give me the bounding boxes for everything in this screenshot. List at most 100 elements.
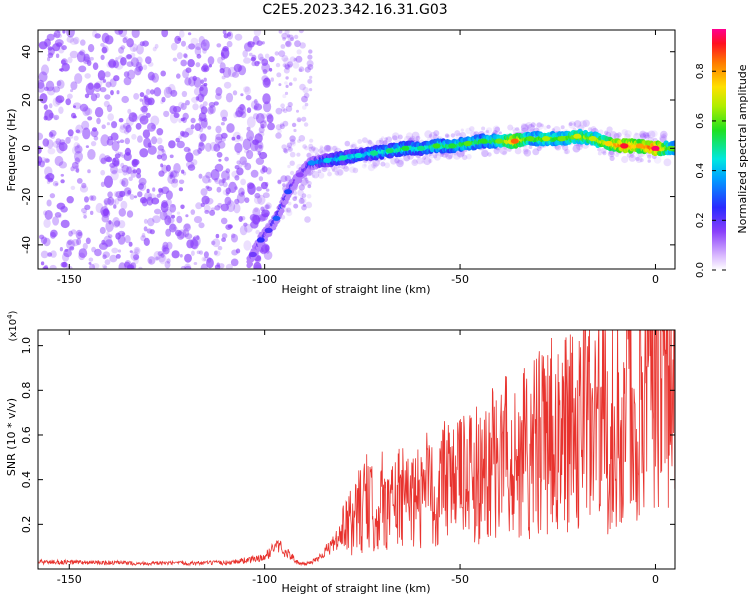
noise-blob xyxy=(93,135,99,141)
noise-blob xyxy=(71,239,80,247)
noise-blob xyxy=(134,248,140,253)
noise-blob xyxy=(176,52,183,60)
noise-blob xyxy=(203,67,207,71)
noise-blob xyxy=(280,44,286,49)
noise-blob xyxy=(80,39,86,46)
noise-blob xyxy=(248,52,253,57)
noise-blob xyxy=(297,118,302,123)
noise-blob xyxy=(214,205,221,211)
colorbar-gradient xyxy=(712,29,726,270)
noise-blob xyxy=(176,73,181,79)
noise-blob xyxy=(221,75,226,80)
noise-blob xyxy=(227,66,237,78)
noise-blob xyxy=(191,96,199,103)
noise-blob xyxy=(224,196,232,206)
halo-blob xyxy=(624,130,632,138)
noise-blob xyxy=(81,120,90,130)
noise-blob xyxy=(104,155,111,162)
noise-blob xyxy=(210,207,216,211)
x-tick-label: -100 xyxy=(252,573,277,586)
halo-blob xyxy=(523,146,529,153)
noise-blob xyxy=(234,33,243,41)
halo-blob xyxy=(540,123,544,128)
noise-blob xyxy=(50,133,55,139)
noise-blob xyxy=(207,106,214,115)
halo-blob xyxy=(334,170,340,176)
noise-blob xyxy=(58,214,62,219)
noise-blob xyxy=(118,30,123,35)
noise-blob xyxy=(107,113,114,121)
halo-blob xyxy=(607,150,615,158)
halo-blob xyxy=(613,133,620,139)
spectrogram-frame xyxy=(37,29,676,270)
noise-blob xyxy=(100,43,105,47)
noise-blob xyxy=(53,114,60,121)
halo-blob xyxy=(590,126,597,133)
noise-blob xyxy=(128,176,133,182)
noise-blob xyxy=(161,164,168,174)
halo-blob xyxy=(382,140,388,146)
noise-blob xyxy=(136,168,142,175)
noise-blob xyxy=(100,169,106,176)
halo-blob xyxy=(319,146,326,154)
noise-blob xyxy=(304,216,311,223)
ridge-point-18 xyxy=(495,138,504,144)
noise-blob xyxy=(258,176,264,182)
noise-blob xyxy=(302,144,307,149)
halo-blob xyxy=(371,162,378,169)
noise-blob xyxy=(243,42,253,52)
halo-blob xyxy=(494,126,501,133)
halo-blob xyxy=(379,137,384,142)
noise-blob xyxy=(213,143,221,152)
noise-blob xyxy=(160,70,166,77)
halo-blob xyxy=(647,134,651,138)
noise-blob xyxy=(133,195,138,199)
noise-blob xyxy=(222,66,232,78)
noise-blob xyxy=(306,194,312,199)
noise-blob xyxy=(231,249,239,256)
noise-blob xyxy=(254,60,260,67)
noise-blob xyxy=(240,178,247,186)
noise-blob xyxy=(260,181,268,190)
noise-blob xyxy=(291,122,297,128)
noise-blob xyxy=(198,142,205,151)
noise-blob xyxy=(82,106,91,117)
noise-blob xyxy=(244,197,250,204)
noise-blob xyxy=(279,122,285,127)
halo-blob xyxy=(397,134,403,140)
halo-blob xyxy=(630,154,634,158)
snr-series-line xyxy=(38,330,675,567)
noise-blob xyxy=(107,136,113,141)
noise-blob xyxy=(262,77,271,88)
noise-blob xyxy=(114,153,121,159)
noise-blob xyxy=(220,54,226,61)
noise-blob xyxy=(288,34,294,40)
noise-blob xyxy=(104,203,108,208)
noise-blob xyxy=(104,71,111,78)
noise-blob xyxy=(258,126,265,134)
noise-blob xyxy=(298,184,305,191)
noise-blob xyxy=(294,195,298,199)
halo-blob xyxy=(382,140,388,146)
noise-blob xyxy=(297,139,301,144)
halo-blob xyxy=(564,148,570,155)
noise-blob xyxy=(289,160,295,166)
noise-blob xyxy=(220,217,228,225)
noise-blob xyxy=(222,181,228,188)
noise-blob xyxy=(282,120,289,127)
halo-blob xyxy=(325,145,333,152)
noise-blob xyxy=(178,187,183,192)
noise-blob xyxy=(139,98,143,102)
halo-blob xyxy=(428,134,433,138)
noise-blob xyxy=(243,222,248,227)
noise-blob xyxy=(202,175,211,184)
noise-blob xyxy=(38,42,41,46)
halo-blob xyxy=(421,160,425,164)
noise-blob xyxy=(89,56,94,61)
noise-blob xyxy=(217,202,223,208)
noise-blob xyxy=(143,226,148,232)
noise-blob xyxy=(274,51,279,56)
noise-blob xyxy=(156,193,161,198)
halo-blob xyxy=(444,133,450,138)
noise-blob xyxy=(216,43,222,48)
